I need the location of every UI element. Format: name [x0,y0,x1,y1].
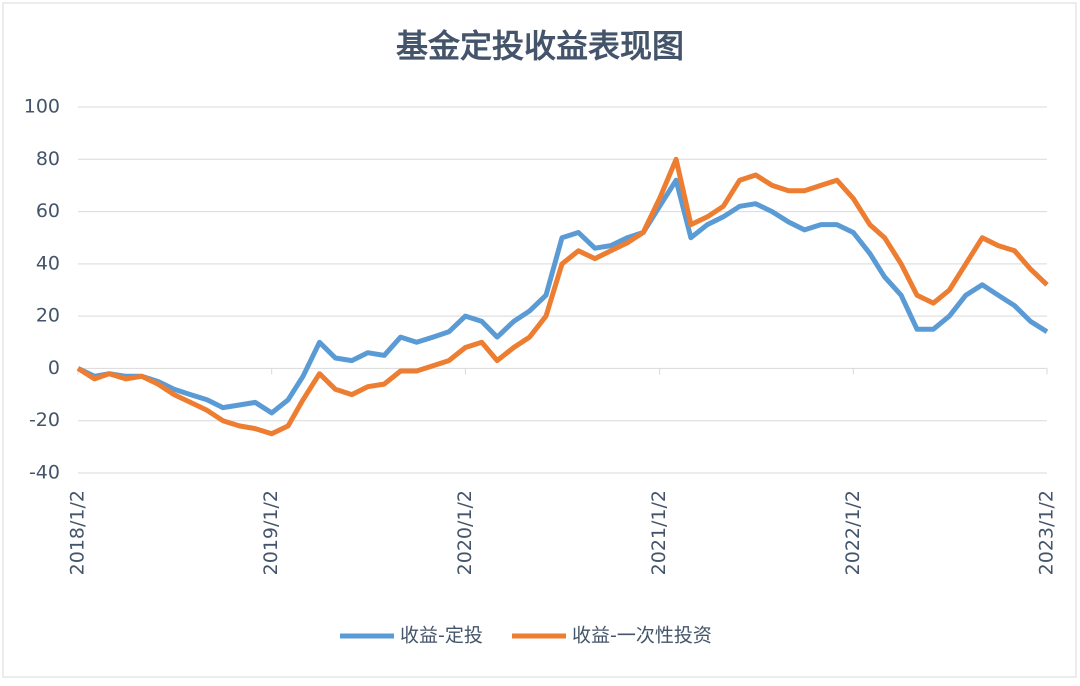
chart-title: 基金定投收益表现图 [396,27,684,65]
x-tick-label: 2023/1/2 [1036,490,1058,575]
y-tick-label: 40 [36,252,60,274]
x-tick-label: 2019/1/2 [260,490,282,575]
legend-label: 收益-一次性投资 [572,625,712,647]
x-tick-label: 2022/1/2 [842,490,864,575]
y-tick-label: -20 [29,409,60,431]
series-line [76,156,1049,437]
x-tick-label: 2021/1/2 [648,490,670,575]
y-tick-label: -40 [29,462,60,484]
x-tick-label: 2020/1/2 [454,490,476,575]
y-tick-label: 60 [36,200,60,222]
legend-label: 收益-定投 [400,625,483,647]
y-tick-label: 20 [36,305,60,327]
y-tick-label: 80 [36,148,60,170]
x-tick-label: 2018/1/2 [67,490,89,575]
series-line [76,177,1049,416]
y-tick-label: 100 [24,96,60,118]
y-tick-label: 0 [48,357,60,379]
